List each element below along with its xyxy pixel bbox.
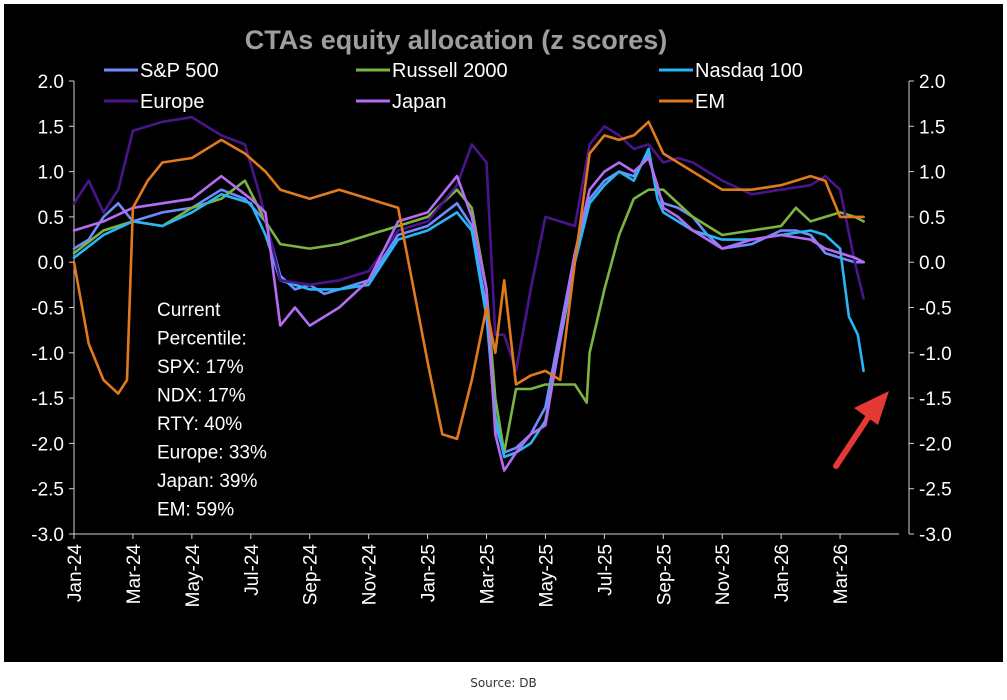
annotation-line: SPX: 17% (157, 357, 244, 378)
x-tick-label: Jul-24 (242, 544, 263, 596)
legend-label-em: EM (695, 91, 725, 113)
series-line-europe (72, 115, 865, 373)
legend-label-nasdaq-100: Nasdaq 100 (695, 60, 803, 82)
x-tick-label: Mar-24 (124, 544, 145, 605)
x-tick-label: Sep-24 (301, 544, 322, 606)
y-tick-label-left: 1.0 (38, 163, 64, 184)
annotation-line: EM: 59% (157, 500, 234, 521)
arrow-shaft (833, 413, 872, 469)
y-tick-label-left: -0.5 (31, 299, 64, 320)
legend-label-russell-2000: Russell 2000 (392, 60, 508, 82)
x-tick-label: Nov-24 (360, 544, 381, 606)
percentile-annotation: Current Percentile: SPX: 17% NDX: 17% RTY: 4… (157, 300, 267, 521)
series-line-em (72, 120, 865, 441)
y-tick-label-left: 0.5 (38, 208, 64, 229)
y-tick-label-left: 1.5 (38, 117, 64, 138)
y-tick-label-right: 1.0 (919, 163, 945, 184)
annotation-line: Current (157, 300, 221, 321)
series-lines (72, 115, 865, 472)
series-line-russell-2000 (72, 179, 865, 454)
x-tick-label: Jan-25 (419, 544, 440, 602)
y-tick-label-left: -1.0 (31, 344, 64, 365)
x-tick-label: Mar-25 (478, 544, 499, 604)
annotation-line: Europe: 33% (157, 443, 267, 464)
y-tick-label-left: -3.0 (31, 525, 64, 546)
arrow-head (854, 391, 889, 425)
legend-label-s-p-500: S&P 500 (140, 60, 219, 82)
axes: 2.0 2.0 1.5 1.5 1.0 1.0 0.5 0.5 0.0 0.0 -0.5 -0.5 -1… (31, 72, 952, 607)
annotation-line: Percentile: (157, 329, 247, 350)
y-tick-label-left: -2.5 (31, 480, 64, 501)
y-tick-label-right: 2.0 (919, 72, 945, 93)
y-tick-label-left: -1.5 (31, 389, 64, 410)
annotation-line: Japan: 39% (157, 471, 257, 492)
red-arrow-icon (833, 391, 889, 469)
y-tick-label-right: -3.0 (919, 525, 952, 546)
chart-panel: CTAs equity allocation (z scores) S&P 50… (4, 4, 1003, 662)
x-tick-label: Jan-26 (772, 544, 793, 602)
y-tick-label-right: 0.0 (919, 253, 945, 274)
y-tick-label-left: 2.0 (38, 72, 64, 93)
legend: S&P 500 Russell 2000 Nasdaq 100 Europe Japan… (104, 60, 803, 113)
y-tick-label-left: -2.0 (31, 434, 64, 455)
legend-label-europe: Europe (140, 91, 205, 113)
annotation-line: RTY: 40% (157, 414, 242, 435)
x-tick-label: Sep-25 (654, 544, 675, 605)
x-tick-label: Mar-26 (831, 544, 852, 604)
x-tick-label: Jul-25 (595, 544, 616, 596)
y-tick-label-right: -1.0 (919, 344, 952, 365)
y-tick-label-right: -2.0 (919, 434, 952, 455)
x-tick-label: Nov-25 (713, 544, 734, 605)
source-note: Source: DB (470, 676, 537, 690)
chart-title: CTAs equity allocation (z scores) (245, 25, 668, 55)
y-tick-label-left: 0.0 (38, 253, 64, 274)
y-tick-label-right: -2.5 (919, 480, 952, 501)
y-tick-label-right: -0.5 (919, 299, 952, 320)
x-tick-label: Jan-24 (65, 544, 86, 603)
annotation-line: NDX: 17% (157, 386, 246, 407)
y-tick-label-right: 1.5 (919, 117, 945, 138)
chart-svg: CTAs equity allocation (z scores) S&P 50… (31, 25, 952, 607)
y-tick-label-right: -1.5 (919, 389, 952, 410)
series-line-japan (72, 156, 865, 472)
legend-label-japan: Japan (392, 91, 447, 113)
x-tick-label: May-24 (183, 544, 204, 608)
x-tick-label: May-25 (536, 544, 557, 607)
y-tick-label-right: 0.5 (919, 208, 945, 229)
series-line-s-p-500 (72, 152, 865, 454)
